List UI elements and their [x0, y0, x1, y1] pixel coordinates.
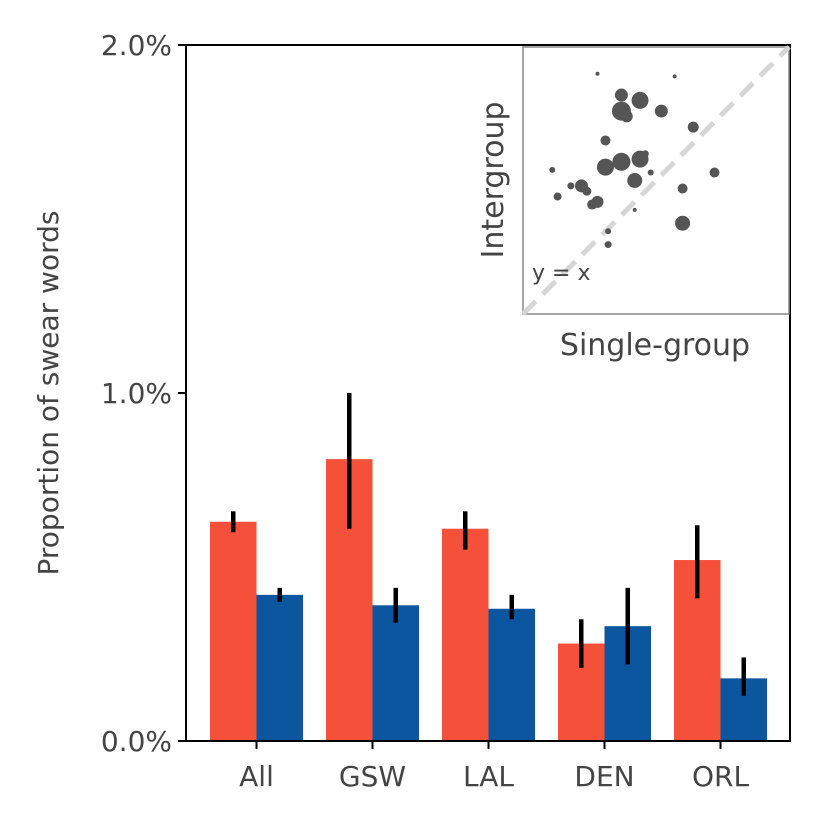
- x-tick-label: GSW: [339, 760, 406, 793]
- inset-scatter: y = x Single-group Intergroup: [476, 45, 791, 363]
- bar-single-group-lal: [442, 528, 489, 741]
- scatter-point: [677, 183, 688, 194]
- scatter-points: [549, 71, 720, 249]
- scatter-point: [582, 186, 592, 196]
- scatter-point: [627, 173, 643, 188]
- scatter-point: [587, 199, 598, 210]
- scatter-point: [600, 135, 611, 146]
- bar-single-group-all: [210, 521, 257, 741]
- scatter-point: [620, 110, 633, 123]
- y-axis: 0.0% 1.0% 2.0%: [101, 29, 186, 758]
- scatter-point: [567, 182, 575, 190]
- y-tick-label: 0.0%: [101, 725, 172, 758]
- scatter-point: [612, 152, 631, 171]
- bar-series-group: [210, 459, 767, 741]
- inset-y-axis-label: Intergroup: [476, 101, 511, 258]
- error-bar-group: [231, 393, 746, 696]
- bar-intergroup-gsw: [372, 605, 419, 741]
- y-axis-label: Proportion of swear words: [32, 211, 65, 576]
- scatter-point: [687, 121, 699, 133]
- main-plot: 0.0% 1.0% 2.0% All GSW LAL DEN ORL Proportion …: [32, 29, 791, 793]
- scatter-point: [647, 169, 654, 176]
- scatter-point: [675, 215, 691, 231]
- x-tick-label: ORL: [692, 760, 749, 793]
- bar-intergroup-lal: [488, 608, 535, 741]
- x-tick-label: DEN: [574, 760, 634, 793]
- scatter-point: [595, 71, 600, 76]
- scatter-point: [709, 167, 720, 178]
- scatter-point: [596, 158, 614, 176]
- scatter-point: [614, 88, 628, 102]
- scatter-point: [672, 74, 677, 79]
- identity-line-label: y = x: [532, 261, 590, 286]
- x-tick-label: LAL: [463, 760, 514, 793]
- inset-x-axis-label: Single-group: [560, 328, 750, 363]
- x-axis: All GSW LAL DEN ORL: [239, 741, 749, 793]
- identity-line: [521, 45, 791, 316]
- y-tick-label: 1.0%: [101, 377, 172, 410]
- scatter-point: [549, 166, 556, 173]
- scatter-point: [654, 104, 668, 118]
- scatter-point: [631, 91, 649, 109]
- scatter-point: [604, 241, 612, 249]
- scatter-point: [605, 228, 612, 235]
- bar-intergroup-all: [256, 594, 303, 741]
- scatter-point: [553, 192, 562, 201]
- scatter-point: [632, 207, 637, 212]
- x-tick-label: All: [239, 760, 274, 793]
- scatter-point: [641, 150, 649, 158]
- y-tick-label: 2.0%: [101, 29, 172, 62]
